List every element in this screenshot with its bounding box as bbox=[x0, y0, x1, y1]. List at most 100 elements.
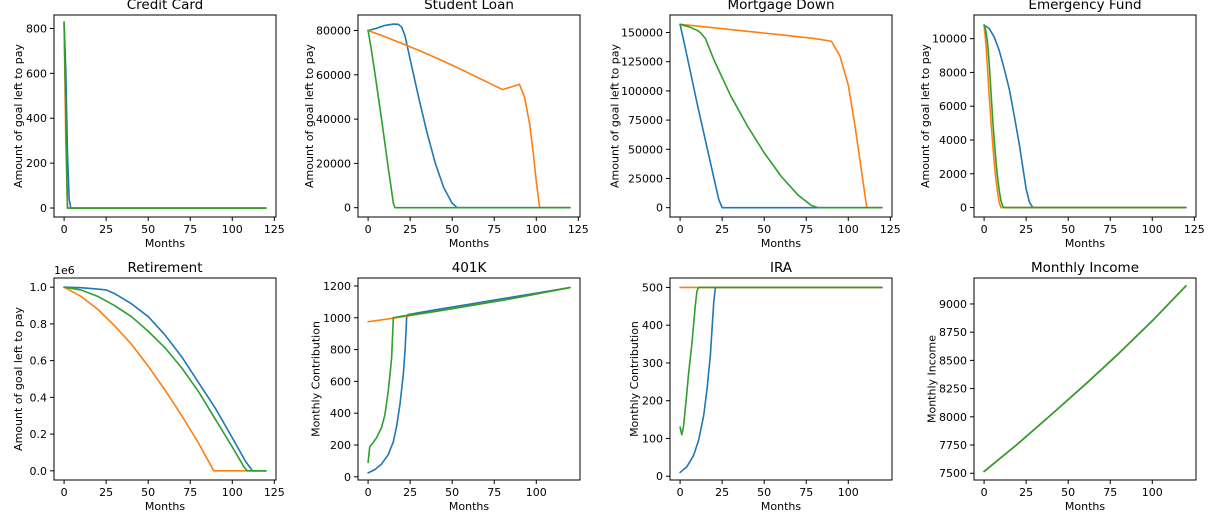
y-tick-label: 300 bbox=[642, 357, 663, 370]
series-line-2 bbox=[983, 24, 1187, 209]
axes-frame bbox=[669, 14, 893, 218]
y-axis-label: Amount of goal left to pay bbox=[303, 44, 316, 188]
y-tick-label: 800 bbox=[26, 22, 47, 35]
x-tick-label: 25 bbox=[715, 486, 729, 499]
axes-frame bbox=[973, 14, 1197, 218]
y-tick-label: 0.4 bbox=[30, 391, 48, 404]
y-tick-label: 8000 bbox=[939, 411, 967, 424]
x-tick-label: 50 bbox=[141, 486, 155, 499]
y-tick-label: 0 bbox=[344, 202, 351, 215]
x-tick-label: 75 bbox=[183, 223, 197, 236]
y-tick-label: 600 bbox=[26, 67, 47, 80]
x-tick-label: 100 bbox=[526, 223, 547, 236]
subplot-1: 0 25 50 75 100 125 0 20000 40000 60000 80000 Studen… bbox=[303, 0, 589, 250]
series-line-0 bbox=[367, 286, 571, 474]
x-tick-label: 100 bbox=[838, 223, 859, 236]
y-tick-label: 8250 bbox=[939, 383, 967, 396]
subplot-4: 0 25 50 75 100 125 0.0 0.2 0.4 0.6 0.8 1.0 Retiremen… bbox=[12, 260, 285, 513]
y-tick-label: 50000 bbox=[628, 143, 663, 156]
x-tick-label: 50 bbox=[757, 486, 771, 499]
x-axis-label: Months bbox=[449, 500, 489, 513]
y-tick-label: 100 bbox=[642, 432, 663, 445]
y-tick-label: 0 bbox=[656, 470, 663, 483]
x-tick-label: 100 bbox=[222, 486, 243, 499]
series-line-2 bbox=[367, 286, 571, 464]
x-tick-label: 75 bbox=[1103, 223, 1117, 236]
x-axis-label: Months bbox=[761, 500, 801, 513]
y-tick-label: 0.0 bbox=[30, 465, 48, 478]
y-axis-label: Monthly Contribution bbox=[628, 321, 641, 437]
x-tick-label: 0 bbox=[677, 486, 684, 499]
y-tick-label: 8500 bbox=[939, 354, 967, 367]
y-tick-label: 500 bbox=[642, 281, 663, 294]
x-tick-label: 100 bbox=[222, 223, 243, 236]
subplot-title: Retirement bbox=[128, 260, 203, 276]
axes-frame bbox=[53, 277, 277, 481]
series-line-0 bbox=[983, 24, 1187, 209]
x-tick-label: 25 bbox=[99, 486, 113, 499]
series-line-0 bbox=[63, 21, 267, 209]
series-line-0 bbox=[63, 286, 267, 472]
y-tick-label: 125000 bbox=[621, 56, 663, 69]
x-tick-label: 125 bbox=[880, 223, 901, 236]
x-axis-label: Months bbox=[449, 237, 489, 250]
y-tick-label: 1200 bbox=[323, 280, 351, 293]
axes-frame bbox=[357, 277, 581, 481]
y-tick-label: 20000 bbox=[316, 157, 351, 170]
series-line-1 bbox=[63, 286, 267, 472]
series-line-1 bbox=[63, 21, 267, 209]
axes-frame bbox=[53, 14, 277, 218]
x-tick-label: 0 bbox=[365, 223, 372, 236]
y-tick-label: 600 bbox=[330, 375, 351, 388]
x-tick-label: 50 bbox=[445, 486, 459, 499]
x-tick-label: 75 bbox=[487, 486, 501, 499]
y-tick-label: 6000 bbox=[939, 100, 967, 113]
x-tick-label: 0 bbox=[677, 223, 684, 236]
series-line-2 bbox=[367, 29, 571, 209]
y-tick-label: 0.8 bbox=[30, 318, 48, 331]
series-line-0 bbox=[983, 285, 1187, 473]
y-tick-label: 1.0 bbox=[30, 281, 48, 294]
y-axis-label: Amount of goal left to pay bbox=[919, 44, 932, 188]
axes-frame bbox=[669, 277, 893, 481]
subplot-0: 0 25 50 75 100 125 0 200 400 600 800 Credit Card Mon… bbox=[12, 0, 285, 250]
x-tick-label: 100 bbox=[1142, 486, 1163, 499]
subplot-title: Student Loan bbox=[424, 0, 514, 13]
y-tick-label: 60000 bbox=[316, 69, 351, 82]
y-axis-label: Amount of goal left to pay bbox=[12, 44, 25, 188]
y-axis-label: Monthly Income bbox=[926, 335, 939, 423]
y-axis-label: Amount of goal left to pay bbox=[12, 307, 25, 451]
y-tick-label: 0.2 bbox=[30, 428, 48, 441]
x-axis-label: Months bbox=[1065, 500, 1105, 513]
y-tick-label: 800 bbox=[330, 344, 351, 357]
y-tick-label: 0 bbox=[344, 471, 351, 484]
y-tick-label: 80000 bbox=[316, 25, 351, 38]
x-tick-label: 75 bbox=[183, 486, 197, 499]
y-tick-label: 1000 bbox=[323, 312, 351, 325]
series-line-0 bbox=[679, 286, 883, 474]
y-tick-label: 200 bbox=[26, 157, 47, 170]
y-tick-label: 9000 bbox=[939, 298, 967, 311]
y-tick-label: 0 bbox=[656, 202, 663, 215]
subplot-7: 0 25 50 75 100 7500 7750 8000 8250 8500 8750 9000 Mo… bbox=[926, 260, 1197, 513]
subplot-title: Mortgage Down bbox=[727, 0, 834, 13]
series-line-2 bbox=[63, 286, 267, 472]
subplot-title: IRA bbox=[770, 260, 793, 276]
subplot-title: Emergency Fund bbox=[1028, 0, 1141, 13]
subplot-title: Credit Card bbox=[127, 0, 203, 13]
x-axis-label: Months bbox=[145, 500, 185, 513]
y-tick-label: 400 bbox=[642, 319, 663, 332]
series-line-2 bbox=[679, 286, 883, 436]
y-offset-text: 1e6 bbox=[54, 264, 75, 277]
x-tick-label: 25 bbox=[99, 223, 113, 236]
series-line-1 bbox=[367, 29, 571, 209]
axes-frame bbox=[973, 277, 1197, 481]
x-tick-label: 75 bbox=[799, 223, 813, 236]
x-tick-label: 100 bbox=[838, 486, 859, 499]
y-tick-label: 150000 bbox=[621, 27, 663, 40]
y-tick-label: 400 bbox=[26, 112, 47, 125]
x-tick-label: 50 bbox=[757, 223, 771, 236]
axes-frame bbox=[357, 14, 581, 218]
subplot-6: 0 25 50 75 100 0 100 200 300 400 500 IRA Months Month… bbox=[628, 260, 893, 513]
x-axis-label: Months bbox=[1065, 237, 1105, 250]
